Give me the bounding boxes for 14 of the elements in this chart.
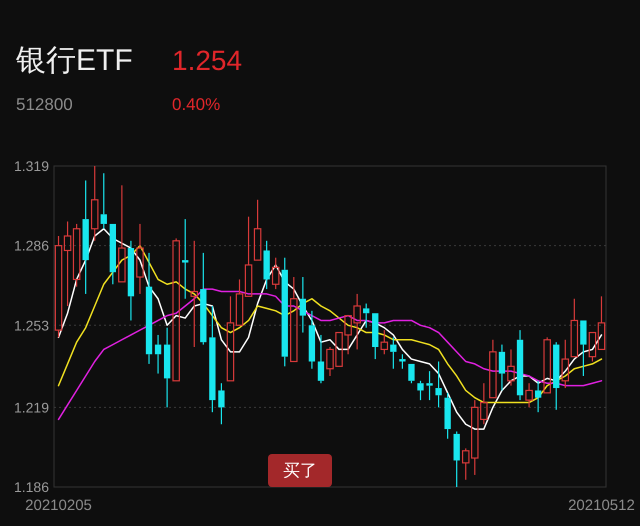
- x-tick-label: 20210205: [25, 497, 92, 514]
- y-tick-label: 1.253: [14, 317, 50, 334]
- y-tick-label: 1.286: [14, 238, 50, 254]
- annotation: 买了: [283, 461, 317, 480]
- chart-subtitle: 512800: [16, 95, 73, 114]
- chart-title: 银行ETF: [15, 44, 133, 77]
- y-tick-label: 1.319: [14, 158, 50, 174]
- y-tick-label: 1.186: [14, 479, 50, 495]
- x-tick-label: 20210512: [568, 497, 635, 514]
- line-series: [58, 288, 602, 420]
- badge: 买了: [268, 454, 332, 487]
- y-tick-label: 1.219: [14, 399, 50, 416]
- text: 1.254: [172, 45, 242, 76]
- text: 0.40%: [172, 95, 220, 114]
